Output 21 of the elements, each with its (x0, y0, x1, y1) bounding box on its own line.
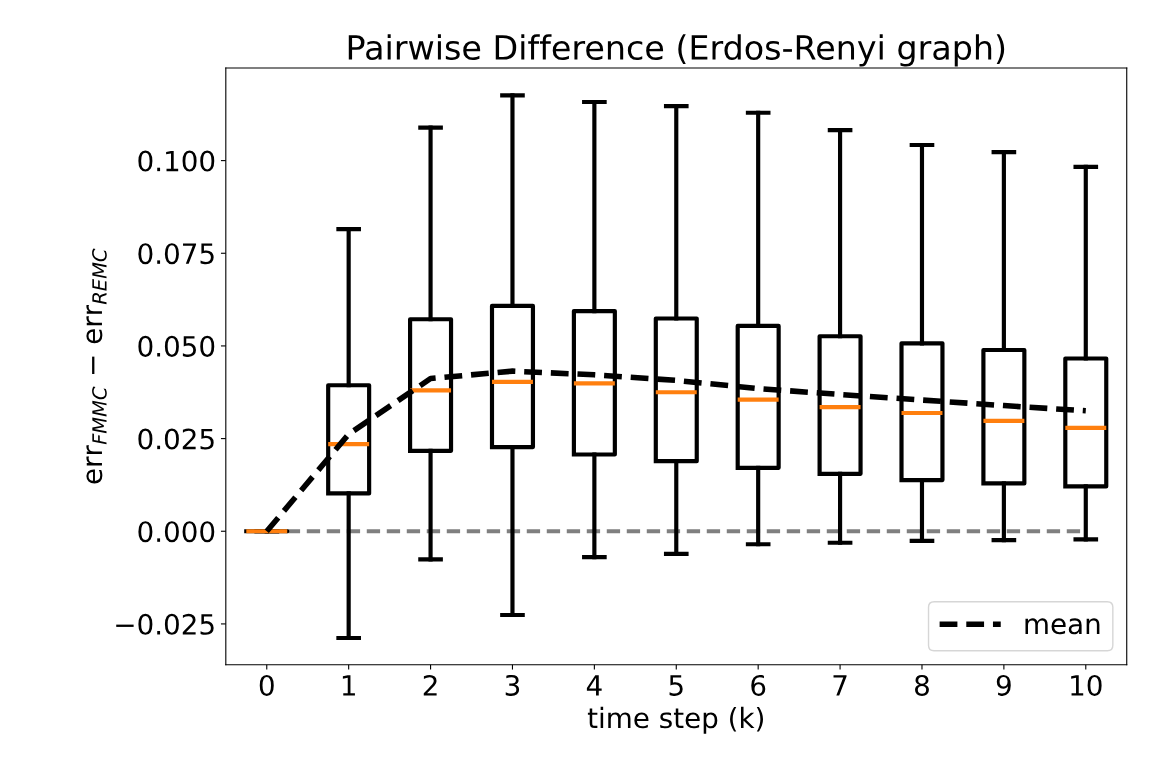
chart-title: Pairwise Difference (Erdos-Renyi graph) (348, 34, 1005, 67)
x-tick-label: 9 (996, 674, 1011, 696)
x-tick-label: 5 (669, 675, 683, 696)
x-tick-label: 8 (915, 674, 929, 696)
x-tick-label: 10 (1071, 674, 1102, 696)
x-tick-label: 1 (342, 675, 355, 696)
legend-label: mean (1025, 618, 1100, 635)
x-tick-label: 6 (751, 674, 766, 696)
x-tick-label: 0 (259, 674, 274, 696)
y-tick-label: 0.025 (138, 428, 214, 450)
y-tick-label: 0.050 (138, 335, 215, 357)
y-tick-label: 0.000 (138, 521, 215, 543)
x-tick-label: 3 (505, 674, 520, 696)
y-axis-title: err$_{FMMC}$ − err$_{REMC}$ (86, 248, 107, 484)
x-axis-title: time step (k) (587, 706, 764, 734)
y-tick-label: 0.100 (138, 150, 215, 172)
y-tick-label: −0.025 (116, 613, 214, 635)
x-tick-label: 4 (586, 675, 602, 696)
x-tick-label: 2 (423, 674, 437, 696)
y-tick-label: 0.075 (138, 243, 214, 265)
x-tick-label: 7 (833, 675, 847, 696)
